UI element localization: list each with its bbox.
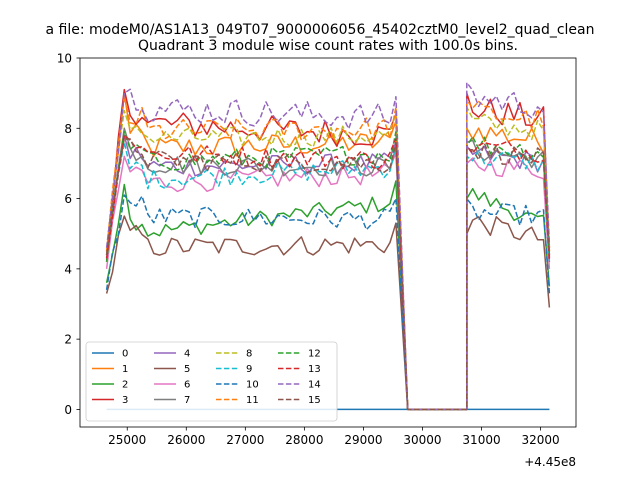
series-line-9 xyxy=(105,141,551,411)
legend-label-13: 13 xyxy=(308,364,321,375)
series-line-12 xyxy=(105,131,551,411)
legend-label-5: 5 xyxy=(184,364,190,375)
series-line-4 xyxy=(105,134,551,411)
series-line-5 xyxy=(105,215,551,411)
x-tick-label: 31000 xyxy=(462,433,500,447)
x-tick-label: 30000 xyxy=(403,433,441,447)
legend-label-9: 9 xyxy=(246,364,252,375)
legend-label-0: 0 xyxy=(122,349,128,360)
legend-label-8: 8 xyxy=(246,349,252,360)
legend-label-7: 7 xyxy=(184,395,190,406)
series-line-7 xyxy=(105,127,551,411)
y-tick-label: 6 xyxy=(64,192,72,206)
legend-label-4: 4 xyxy=(184,349,190,360)
y-tick-label: 8 xyxy=(64,122,72,136)
legend-label-15: 15 xyxy=(308,395,321,406)
axes-frame xyxy=(79,57,577,428)
figure-title: a file: modeM0/AS1A13_049T07_9000006056_… xyxy=(46,22,595,38)
legend-label-1: 1 xyxy=(122,364,128,375)
x-tick-label: 32000 xyxy=(521,433,559,447)
legend-label-11: 11 xyxy=(246,395,259,406)
x-tick-label: 27000 xyxy=(226,433,264,447)
y-tick-label: 2 xyxy=(64,333,72,347)
series-line-2 xyxy=(105,180,551,411)
series-line-15 xyxy=(105,138,551,411)
x-tick-label: 28000 xyxy=(285,433,323,447)
x-offset-label: +4.45e8 xyxy=(524,455,576,469)
y-tick-label: 4 xyxy=(64,262,72,276)
y-tick-label: 10 xyxy=(57,52,72,66)
series-line-11 xyxy=(105,95,551,411)
series-line-6 xyxy=(105,152,551,411)
series-lines xyxy=(105,81,551,411)
legend-label-2: 2 xyxy=(122,380,128,391)
legend-label-6: 6 xyxy=(184,380,190,391)
chart-title: Quadrant 3 module wise count rates with … xyxy=(138,38,518,54)
series-line-8 xyxy=(105,106,551,411)
axes: 25000 26000 27000 28000 29000 30000 31000 32000… xyxy=(57,52,577,447)
legend-box xyxy=(85,341,338,422)
series-line-3 xyxy=(105,88,551,411)
legend-label-3: 3 xyxy=(122,395,128,406)
x-tick-label: 26000 xyxy=(167,433,205,447)
x-tick-label: 29000 xyxy=(344,433,382,447)
series-line-1 xyxy=(105,92,551,411)
series-line-10 xyxy=(105,194,551,411)
legend-label-14: 14 xyxy=(308,380,321,391)
y-tick-label: 0 xyxy=(64,403,72,417)
series-line-14 xyxy=(105,81,551,411)
x-tick-label: 25000 xyxy=(108,433,146,447)
legend-label-12: 12 xyxy=(308,349,321,360)
legend-label-10: 10 xyxy=(246,380,259,391)
